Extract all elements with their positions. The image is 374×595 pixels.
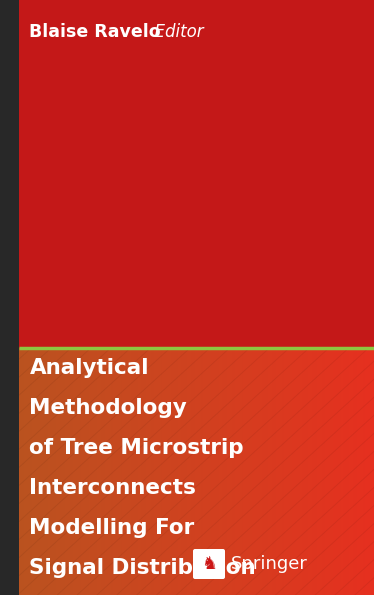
- FancyBboxPatch shape: [193, 549, 225, 579]
- Text: Blaise Ravelo: Blaise Ravelo: [30, 23, 161, 41]
- Text: ♞: ♞: [201, 555, 217, 573]
- Bar: [0, 0, 374, 348]
- Text: of Tree Microstrip: of Tree Microstrip: [30, 438, 244, 458]
- Text: Modelling For: Modelling For: [30, 518, 195, 538]
- Text: Editor: Editor: [144, 23, 204, 41]
- Text: Signal Distribution: Signal Distribution: [30, 558, 256, 578]
- Text: Springer: Springer: [231, 555, 308, 573]
- Text: Interconnects: Interconnects: [30, 478, 196, 498]
- Text: Analytical: Analytical: [30, 358, 149, 378]
- Bar: [0, 0, 19, 595]
- Text: Methodology: Methodology: [30, 398, 187, 418]
